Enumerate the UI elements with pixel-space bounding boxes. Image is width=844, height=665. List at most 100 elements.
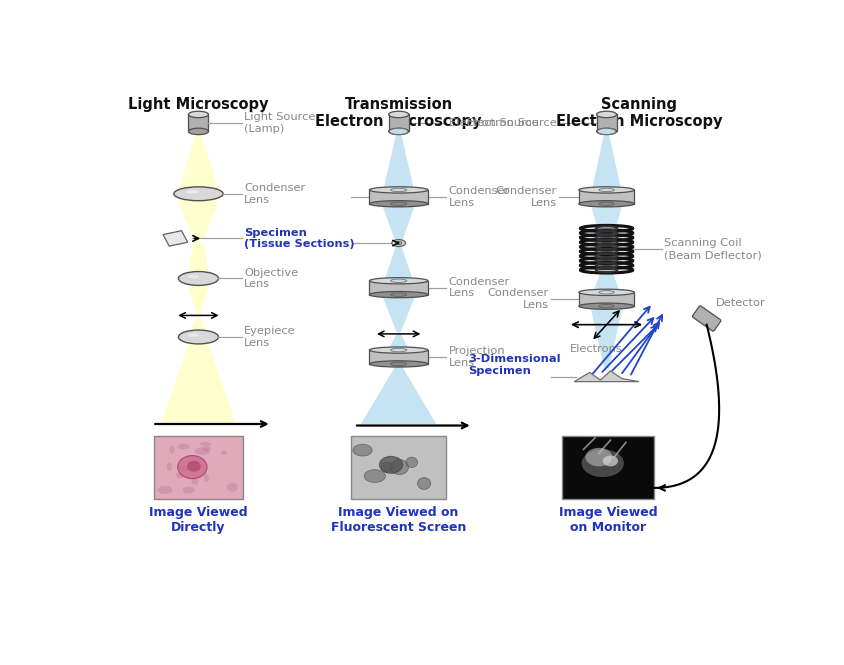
- Ellipse shape: [581, 253, 633, 259]
- Ellipse shape: [418, 477, 430, 489]
- Ellipse shape: [597, 111, 617, 118]
- Ellipse shape: [581, 230, 633, 236]
- Ellipse shape: [370, 187, 428, 193]
- Text: Scanning Coil
(Beam Deflector): Scanning Coil (Beam Deflector): [664, 238, 762, 260]
- Ellipse shape: [391, 188, 407, 192]
- Polygon shape: [178, 201, 219, 239]
- Ellipse shape: [182, 487, 195, 493]
- Ellipse shape: [391, 460, 408, 475]
- Ellipse shape: [391, 293, 407, 297]
- Ellipse shape: [581, 267, 633, 273]
- Polygon shape: [591, 132, 623, 197]
- FancyBboxPatch shape: [388, 114, 408, 132]
- Ellipse shape: [188, 333, 199, 336]
- Ellipse shape: [388, 128, 408, 134]
- Ellipse shape: [406, 457, 418, 467]
- Ellipse shape: [353, 444, 372, 456]
- FancyBboxPatch shape: [579, 293, 635, 306]
- Text: Electron Source: Electron Source: [467, 118, 556, 128]
- FancyBboxPatch shape: [370, 190, 428, 203]
- FancyBboxPatch shape: [692, 306, 721, 331]
- Ellipse shape: [188, 128, 208, 134]
- Ellipse shape: [391, 348, 407, 352]
- Text: Image Viewed
Directly: Image Viewed Directly: [149, 506, 248, 535]
- FancyBboxPatch shape: [370, 281, 428, 295]
- Text: Light Microscopy: Light Microscopy: [128, 96, 268, 112]
- Ellipse shape: [396, 241, 402, 245]
- Polygon shape: [163, 231, 187, 246]
- Text: Transmission
Electron Microscopy: Transmission Electron Microscopy: [316, 96, 482, 129]
- Ellipse shape: [381, 462, 393, 472]
- Ellipse shape: [599, 202, 614, 205]
- Ellipse shape: [179, 466, 188, 471]
- Ellipse shape: [177, 444, 189, 450]
- Polygon shape: [384, 334, 414, 357]
- Text: Projection
Lens: Projection Lens: [449, 346, 506, 368]
- Polygon shape: [178, 132, 219, 194]
- Polygon shape: [188, 315, 208, 337]
- Ellipse shape: [203, 446, 211, 452]
- Text: Image Viewed on
Fluorescent Screen: Image Viewed on Fluorescent Screen: [331, 506, 467, 535]
- Polygon shape: [161, 344, 235, 422]
- Ellipse shape: [581, 244, 633, 250]
- Ellipse shape: [598, 128, 616, 134]
- Ellipse shape: [391, 362, 407, 366]
- Ellipse shape: [582, 450, 624, 477]
- Ellipse shape: [178, 330, 219, 344]
- Ellipse shape: [364, 469, 386, 482]
- Text: Detector: Detector: [716, 298, 766, 308]
- Ellipse shape: [178, 456, 207, 479]
- Ellipse shape: [581, 225, 633, 231]
- Ellipse shape: [200, 442, 211, 446]
- Text: Image Viewed
on Monitor: Image Viewed on Monitor: [559, 506, 657, 535]
- Text: Condenser
Lens: Condenser Lens: [488, 289, 549, 310]
- Polygon shape: [591, 271, 623, 299]
- Ellipse shape: [170, 446, 175, 454]
- Text: Electron Source: Electron Source: [449, 118, 538, 128]
- Polygon shape: [187, 242, 209, 279]
- Ellipse shape: [221, 450, 227, 455]
- Ellipse shape: [581, 249, 633, 255]
- Ellipse shape: [603, 456, 618, 466]
- Ellipse shape: [597, 128, 617, 134]
- Ellipse shape: [579, 303, 635, 309]
- Text: Specimen
(Tissue Sections): Specimen (Tissue Sections): [244, 227, 354, 249]
- Ellipse shape: [380, 456, 403, 473]
- FancyBboxPatch shape: [351, 436, 446, 499]
- Ellipse shape: [370, 278, 428, 284]
- FancyBboxPatch shape: [579, 190, 635, 203]
- Ellipse shape: [370, 361, 428, 367]
- FancyBboxPatch shape: [597, 114, 617, 132]
- Text: Light Source
(Lamp): Light Source (Lamp): [244, 112, 316, 134]
- Polygon shape: [361, 364, 436, 424]
- Ellipse shape: [599, 291, 614, 294]
- Ellipse shape: [187, 461, 201, 471]
- Ellipse shape: [599, 305, 614, 308]
- Ellipse shape: [581, 263, 633, 269]
- Ellipse shape: [188, 275, 199, 278]
- Ellipse shape: [391, 202, 407, 205]
- Text: Eyepiece
Lens: Eyepiece Lens: [244, 326, 295, 348]
- Text: Objective
Lens: Objective Lens: [244, 267, 298, 289]
- Ellipse shape: [392, 239, 406, 247]
- Polygon shape: [381, 203, 415, 243]
- Ellipse shape: [158, 486, 172, 494]
- FancyBboxPatch shape: [562, 436, 654, 499]
- Ellipse shape: [581, 239, 633, 245]
- FancyBboxPatch shape: [370, 350, 428, 364]
- Ellipse shape: [599, 188, 614, 192]
- Ellipse shape: [174, 187, 223, 201]
- Ellipse shape: [370, 347, 428, 353]
- Polygon shape: [601, 241, 612, 271]
- Ellipse shape: [370, 201, 428, 207]
- Polygon shape: [381, 295, 415, 332]
- Text: Condenser
Lens: Condenser Lens: [495, 186, 556, 207]
- Ellipse shape: [178, 271, 219, 285]
- FancyBboxPatch shape: [188, 114, 208, 132]
- Ellipse shape: [227, 483, 238, 491]
- Ellipse shape: [391, 279, 407, 283]
- Polygon shape: [381, 132, 415, 197]
- Ellipse shape: [389, 128, 408, 134]
- Ellipse shape: [188, 111, 208, 118]
- Ellipse shape: [192, 479, 198, 485]
